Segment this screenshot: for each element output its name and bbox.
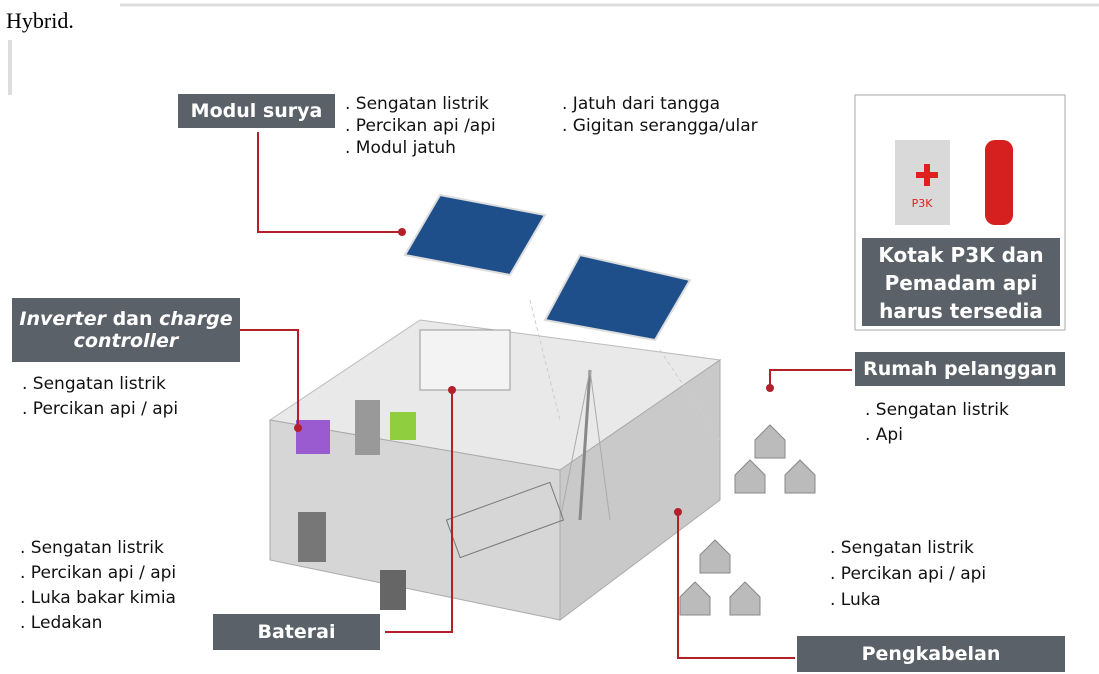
label-box: Baterai: [213, 614, 380, 650]
risk: . Sengatan listrik: [865, 402, 1009, 419]
title-part: Inverter: [19, 308, 106, 330]
risk: . Sengatan listrik: [22, 376, 166, 393]
risk: . Ledakan: [20, 615, 102, 632]
solar-panel: [405, 195, 545, 275]
safety-text: harus tersedia: [879, 299, 1043, 323]
title-part: controller: [74, 330, 179, 352]
risk: . Gigitan serangga/ular: [562, 118, 758, 135]
title-part: charge: [159, 308, 232, 330]
rule: [8, 40, 12, 95]
door: [298, 512, 326, 562]
solar-panel: [545, 255, 690, 340]
battery-rack: [420, 330, 510, 390]
controller: [390, 412, 416, 440]
risk: . Percikan api /api: [345, 118, 496, 135]
risk: . Modul jatuh: [345, 140, 456, 157]
inverter: [296, 420, 330, 454]
risk: . Jatuh dari tangga: [562, 96, 720, 113]
door: [380, 570, 406, 610]
risk: . Sengatan listrik: [830, 540, 974, 557]
label-box: Pengkabelan: [797, 636, 1065, 672]
header: Hybrid.: [6, 8, 74, 34]
risk: . Sengatan listrik: [345, 96, 489, 113]
risk: . Sengatan listrik: [20, 540, 164, 557]
cabinet: [355, 400, 380, 455]
label-box: Modul surya: [178, 94, 335, 128]
risk: . Percikan api / api: [830, 566, 986, 583]
risk: . Luka: [830, 592, 881, 609]
first-aid-kit: [895, 140, 950, 225]
risk: . Luka bakar kimia: [20, 590, 176, 607]
safety-text: Pemadam api: [885, 271, 1038, 295]
label-box: Inverter dan charge controller: [12, 298, 240, 362]
risk: . Api: [865, 427, 903, 444]
page: P3K Kotak P3K dan Pemadam api harus ters…: [0, 0, 1099, 674]
kit-label: P3K: [912, 197, 934, 210]
extinguisher: [985, 140, 1013, 225]
risk: . Percikan api / api: [22, 401, 178, 418]
risk: . Percikan api / api: [20, 565, 176, 582]
title-part: dan: [106, 308, 159, 330]
safety-text: Kotak P3K dan: [878, 243, 1043, 267]
label-box: Rumah pelanggan: [855, 352, 1065, 386]
